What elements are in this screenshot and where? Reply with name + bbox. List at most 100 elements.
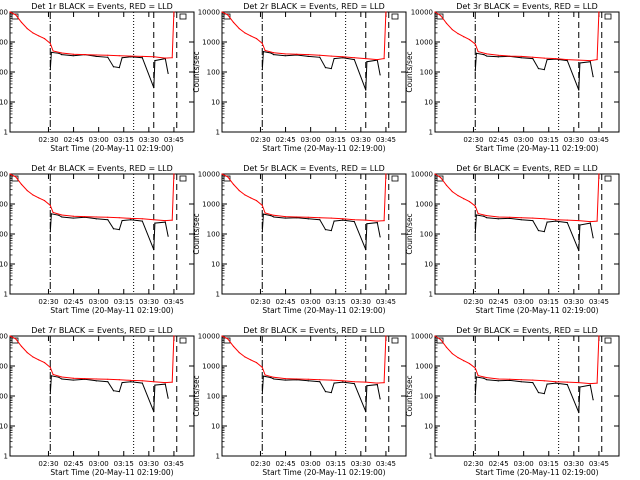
x-tick-label: 03:15 [114,136,134,144]
data-point-events [112,228,115,230]
x-tick-label: 03:00 [301,298,321,306]
chart-panel-det-1: Det 1r BLACK = Events, RED = LLD 1 10 100 10… [0,2,195,153]
data-point-events [141,220,143,222]
data-point-events [153,87,155,89]
series-line-events [474,52,594,91]
data-point-lld [43,37,46,40]
data-point-lld [543,57,545,59]
y-tick-label: 100 [0,231,8,239]
x-tick-label: 03:15 [539,460,559,468]
data-point-events [365,89,367,91]
data-point-events [118,391,120,393]
data-point-events [475,376,477,378]
series-line-lld [221,335,387,384]
data-point-lld [330,217,332,219]
data-point-events [72,55,74,57]
data-point-events [578,411,580,414]
data-point-events [475,214,477,216]
data-point-events [153,249,155,251]
y-tick-label: 10 [211,423,220,431]
data-point-lld [38,197,40,199]
data-point-events [141,382,143,384]
data-point-lld [227,176,229,178]
data-point-events [167,72,169,74]
x-tick-label: 02:30 [250,136,270,144]
data-point-events [546,58,548,61]
x-tick-label: 02:45 [63,298,83,306]
data-point-events [537,391,540,394]
chart-panel-det-8: Det 8r BLACK = Events, RED = LLD 1 10 100 10… [192,326,407,477]
data-point-lld [596,382,598,384]
data-point-lld [61,214,63,216]
x-axis-label: Start Time (20-May-11 02:19:00) [50,468,173,477]
data-point-lld [173,11,175,13]
data-point-events [353,382,355,385]
series-line-lld [221,11,387,61]
y-tick-label: 1000 [415,363,433,371]
x-tick-label: 03:00 [514,298,534,306]
corner-marker [604,337,612,344]
data-point-lld [255,361,258,364]
data-point-events [509,217,511,220]
data-point-events [592,76,594,78]
x-tick-label: 02:45 [488,460,508,468]
data-point-events [58,214,60,216]
data-point-events [520,381,522,383]
data-point-lld [451,28,453,31]
plot-frame [9,335,195,457]
data-point-lld [486,377,488,379]
data-point-lld [95,378,97,380]
x-tick-label: 03:30 [564,460,584,468]
data-point-lld [284,378,286,380]
data-point-events [118,67,120,69]
data-point-lld [273,376,275,378]
chart-title: Det 8r BLACK = Events, RED = LLD [243,326,385,335]
corner-marker [391,13,399,20]
chart-panel-det-3: Det 3r BLACK = Events, RED = LLD 1 10 100 10… [405,2,620,153]
y-axis-label: Counts/sec [405,213,414,254]
x-tick-label: 03:45 [589,298,609,306]
data-point-events [483,377,485,379]
data-point-events [319,219,321,221]
x-tick-label: 03:00 [514,460,534,468]
data-point-events [50,213,53,215]
y-tick-label: 10000 [198,333,220,341]
data-point-lld [445,346,448,348]
data-point-events [153,411,155,413]
data-point-events [497,56,499,58]
data-point-events [486,217,488,219]
data-point-lld [32,32,34,34]
plot-frame [221,335,407,457]
data-point-events [49,69,51,71]
data-point-lld [141,380,143,382]
data-point-lld [578,59,580,61]
corner-marker [604,175,612,182]
x-axis-label: Start Time (20-May-11 02:19:00) [262,468,385,477]
data-point-lld [49,204,51,206]
data-point-lld [555,219,557,221]
data-point-lld [296,216,298,218]
data-point-lld [589,59,591,62]
data-point-events [324,67,327,69]
x-tick-label: 02:45 [488,298,508,306]
data-point-events [50,51,53,54]
x-tick-label: 03:30 [564,136,584,144]
data-point-events [497,380,499,382]
data-point-lld [497,54,499,56]
data-point-events [270,52,272,54]
data-point-lld [486,53,488,55]
data-point-lld [43,361,46,364]
data-point-lld [307,216,309,218]
data-point-events [532,381,534,384]
data-point-lld [38,359,40,361]
data-point-events [342,381,344,383]
data-point-lld [153,381,155,383]
data-point-events [543,393,545,395]
corner-marker [436,175,444,182]
data-point-events [61,54,63,56]
data-point-lld [463,36,465,38]
y-tick-label: 1 [4,453,8,461]
data-point-lld [307,378,309,380]
data-point-events [579,386,581,388]
data-point-events [566,383,568,386]
